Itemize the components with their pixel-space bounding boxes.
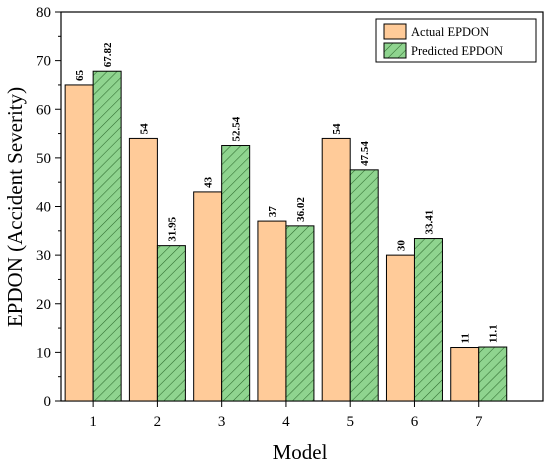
data-label: 43 xyxy=(203,176,215,188)
bar-predicted xyxy=(156,245,186,402)
legend-label: Actual EPDON xyxy=(411,25,489,39)
x-tick-label: 4 xyxy=(282,414,290,430)
bar-predicted xyxy=(413,238,443,402)
bar-predicted xyxy=(221,145,251,402)
data-label: 11 xyxy=(460,333,472,343)
bar-actual xyxy=(450,347,480,402)
data-label: 47.54 xyxy=(359,141,371,166)
bar-actual xyxy=(128,137,158,402)
y-tick-label: 70 xyxy=(36,54,51,70)
y-tick-label: 80 xyxy=(36,5,51,21)
bar-actual xyxy=(321,137,351,402)
data-label: 33.41 xyxy=(423,210,435,235)
y-tick-label: 40 xyxy=(36,200,51,216)
data-label: 52.54 xyxy=(231,116,243,141)
legend-swatch-predicted xyxy=(383,42,407,59)
legend-label: Predicted EPDON xyxy=(411,44,503,58)
y-tick-label: 30 xyxy=(36,248,51,264)
bar-actual xyxy=(193,191,223,402)
data-label: 65 xyxy=(74,69,86,81)
bar-actual xyxy=(385,254,415,402)
data-label: 31.95 xyxy=(166,216,178,241)
x-tick-label: 3 xyxy=(218,414,226,430)
bar-predicted xyxy=(285,225,315,402)
y-tick-label: 0 xyxy=(44,394,52,410)
x-tick-label: 7 xyxy=(475,414,483,430)
y-tick-label: 60 xyxy=(36,102,51,118)
data-label: 67.82 xyxy=(102,42,114,67)
x-tick-label: 2 xyxy=(154,414,162,430)
x-tick-label: 6 xyxy=(411,414,419,430)
data-label: 54 xyxy=(138,123,150,135)
bar-predicted xyxy=(349,169,379,402)
data-label: 36.02 xyxy=(295,197,307,222)
bar-predicted xyxy=(92,70,122,402)
legend-swatch-actual xyxy=(383,23,407,40)
data-label: 37 xyxy=(267,206,279,218)
y-tick-label: 50 xyxy=(36,151,51,167)
data-label: 54 xyxy=(331,123,343,135)
bar-predicted xyxy=(478,346,508,402)
x-tick-label: 1 xyxy=(89,414,97,430)
bar-actual xyxy=(64,84,94,402)
data-label: 11.1 xyxy=(488,324,500,343)
data-label: 30 xyxy=(395,240,407,252)
y-tick-label: 20 xyxy=(36,297,51,313)
y-tick-label: 10 xyxy=(36,345,51,361)
y-axis-title: EPDON (Accident Severity) xyxy=(3,87,27,327)
bar-actual xyxy=(257,220,287,402)
x-axis-title: Model xyxy=(273,440,328,464)
x-tick-label: 5 xyxy=(346,414,354,430)
